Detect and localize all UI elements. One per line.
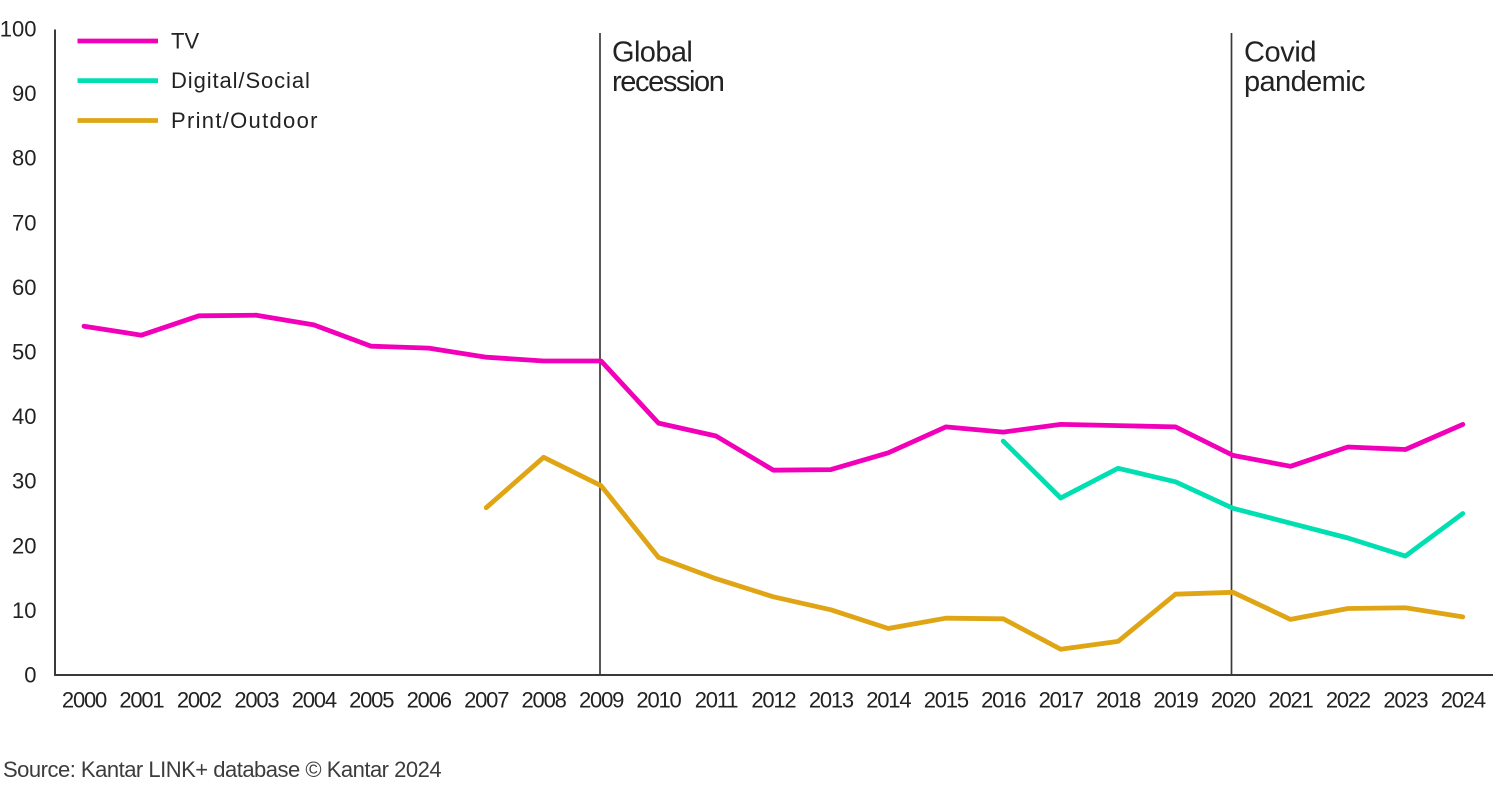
svg-text:2000: 2000 xyxy=(62,688,107,713)
svg-text:100: 100 xyxy=(0,17,37,42)
svg-text:50: 50 xyxy=(12,340,36,365)
svg-text:2005: 2005 xyxy=(349,688,394,713)
svg-text:2024: 2024 xyxy=(1441,688,1486,713)
svg-text:2008: 2008 xyxy=(522,688,567,713)
svg-text:2013: 2013 xyxy=(809,688,854,713)
svg-text:2022: 2022 xyxy=(1326,688,1371,713)
svg-text:2020: 2020 xyxy=(1211,688,1256,713)
svg-text:TV: TV xyxy=(171,29,199,54)
svg-text:2002: 2002 xyxy=(177,688,222,713)
svg-text:30: 30 xyxy=(12,469,36,494)
svg-text:Digital/Social: Digital/Social xyxy=(171,68,311,93)
svg-text:pandemic: pandemic xyxy=(1244,66,1365,98)
svg-text:2018: 2018 xyxy=(1096,688,1141,713)
svg-text:2011: 2011 xyxy=(695,688,738,713)
svg-text:Global: Global xyxy=(612,37,692,69)
svg-text:2023: 2023 xyxy=(1383,688,1428,713)
svg-text:Source: Kantar LINK+ database: Source: Kantar LINK+ database © Kantar 2… xyxy=(3,757,441,782)
svg-text:2003: 2003 xyxy=(234,688,279,713)
svg-text:2004: 2004 xyxy=(292,688,337,713)
svg-text:80: 80 xyxy=(12,146,36,171)
svg-text:2017: 2017 xyxy=(1039,688,1084,713)
svg-text:Covid: Covid xyxy=(1244,37,1316,69)
svg-text:recession: recession xyxy=(612,66,724,98)
svg-text:2012: 2012 xyxy=(751,688,796,713)
svg-text:2006: 2006 xyxy=(407,688,452,713)
svg-text:2016: 2016 xyxy=(981,688,1026,713)
svg-text:2019: 2019 xyxy=(1153,688,1198,713)
svg-text:Print/Outdoor: Print/Outdoor xyxy=(171,108,319,133)
svg-text:70: 70 xyxy=(12,210,36,235)
svg-text:90: 90 xyxy=(12,81,36,106)
svg-text:0: 0 xyxy=(24,663,36,688)
svg-text:60: 60 xyxy=(12,275,36,300)
svg-text:2014: 2014 xyxy=(866,688,911,713)
svg-text:40: 40 xyxy=(12,404,36,429)
svg-text:2001: 2001 xyxy=(119,688,164,713)
svg-text:2015: 2015 xyxy=(924,688,969,713)
svg-text:20: 20 xyxy=(12,533,36,558)
svg-text:2010: 2010 xyxy=(636,688,681,713)
svg-text:10: 10 xyxy=(12,598,36,623)
svg-text:2021: 2021 xyxy=(1268,688,1313,713)
svg-text:2007: 2007 xyxy=(464,688,509,713)
svg-text:2009: 2009 xyxy=(579,688,624,713)
